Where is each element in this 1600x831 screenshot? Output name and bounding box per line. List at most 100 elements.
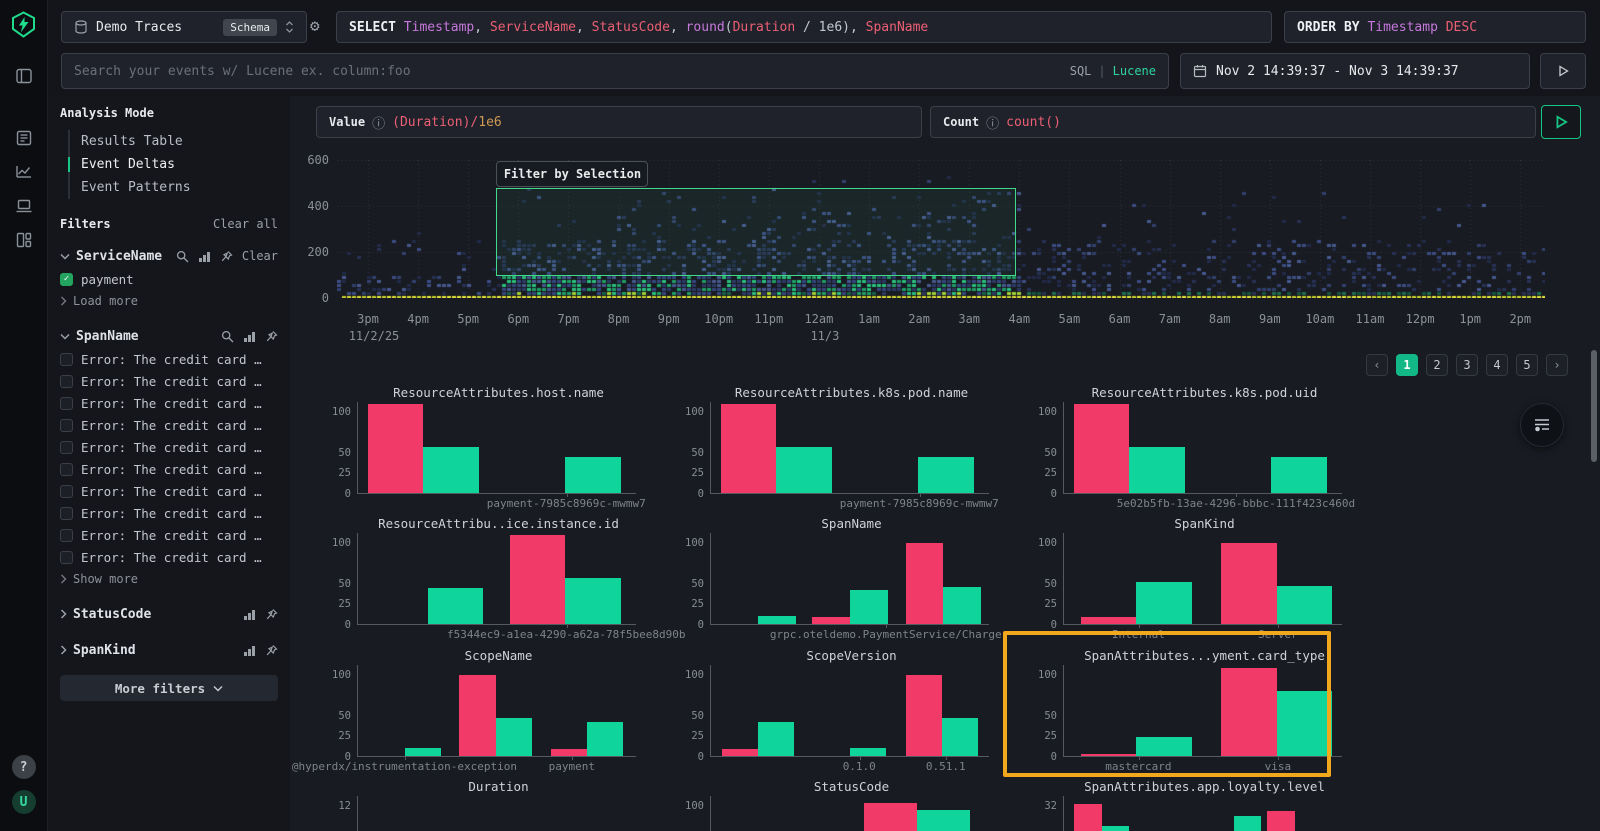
filter-group-header[interactable]: StatusCode <box>60 603 278 625</box>
more-filters-button[interactable]: More filters <box>60 675 278 701</box>
search-icon[interactable] <box>176 250 189 263</box>
delta-bar-pink[interactable] <box>1080 616 1137 624</box>
delta-bar-pink[interactable] <box>905 674 942 756</box>
pin-icon[interactable] <box>265 608 278 621</box>
help-button[interactable]: ? <box>11 755 36 779</box>
search-icon[interactable] <box>221 330 234 343</box>
delta-bar-green[interactable] <box>1129 446 1185 493</box>
search-logs-icon[interactable] <box>14 128 34 148</box>
delta-bar-green[interactable] <box>918 457 974 493</box>
clear-filter-link[interactable]: Clear <box>241 249 278 263</box>
delta-bar-green[interactable] <box>1276 585 1333 624</box>
chart-icon[interactable] <box>198 250 211 262</box>
orderby-input[interactable]: ORDER BY Timestamp DESC <box>1284 11 1586 43</box>
panel-toggle-icon[interactable] <box>14 66 34 86</box>
pagination-page[interactable]: 4 <box>1486 354 1508 376</box>
filter-item[interactable]: Error: The credit card … <box>60 393 278 413</box>
filter-by-selection-button[interactable]: Filter by Selection <box>496 160 649 187</box>
analysis-mode-item[interactable]: Event Deltas <box>68 153 278 176</box>
filter-item[interactable]: Error: The credit card … <box>60 525 278 545</box>
delta-bar-green[interactable] <box>758 615 796 624</box>
delta-bar-green[interactable] <box>758 721 795 756</box>
delta-bar-green[interactable] <box>423 446 479 493</box>
dashboards-icon[interactable] <box>14 230 34 250</box>
filter-item[interactable]: Error: The credit card … <box>60 547 278 567</box>
delta-bar-green[interactable] <box>427 588 484 624</box>
pin-icon[interactable] <box>220 250 233 263</box>
delta-bar-pink[interactable] <box>1221 542 1277 624</box>
delta-bar-pink[interactable] <box>812 616 850 624</box>
filter-group-header[interactable]: SpanKind <box>60 639 278 661</box>
heatmap-selection-rect[interactable] <box>496 187 1016 277</box>
filter-item[interactable]: Error: The credit card … <box>60 349 278 369</box>
filter-checkbox[interactable] <box>60 528 73 542</box>
daterange-picker[interactable]: Nov 2 14:39:37 - Nov 3 14:39:37 <box>1180 53 1530 89</box>
delta-bar-green[interactable] <box>850 747 887 756</box>
filter-checkbox[interactable] <box>60 396 73 410</box>
delta-bar-green[interactable] <box>495 717 532 756</box>
chart-settings-button[interactable] <box>1520 403 1564 447</box>
delta-bar-green[interactable] <box>943 586 981 624</box>
filter-item[interactable]: Error: The credit card … <box>60 415 278 435</box>
search-input[interactable]: Search your events w/ Lucene ex. column:… <box>61 53 1169 89</box>
pagination-next[interactable]: › <box>1546 354 1568 376</box>
chart-icon[interactable] <box>243 330 256 342</box>
source-selector[interactable]: Demo Traces Schema <box>61 11 307 43</box>
sessions-icon[interactable] <box>14 196 34 216</box>
delta-bar-pink[interactable] <box>720 403 777 493</box>
filter-item[interactable]: Error: The credit card … <box>60 503 278 523</box>
delta-bar-green[interactable] <box>405 747 442 756</box>
pagination-page[interactable]: 1 <box>1396 354 1418 376</box>
delta-bar-green[interactable] <box>1136 581 1192 624</box>
delta-bar-green[interactable] <box>587 721 624 756</box>
lang-lucene-toggle[interactable]: Lucene <box>1112 64 1156 78</box>
hyperdx-logo-icon[interactable] <box>10 11 37 38</box>
load-more-link[interactable]: Show more <box>60 569 278 589</box>
filter-checkbox[interactable] <box>60 418 73 432</box>
delta-bar-green[interactable] <box>850 589 888 624</box>
filter-group-header[interactable]: ServiceName Clear <box>60 245 278 267</box>
delta-bar-pink[interactable] <box>1073 803 1102 831</box>
delta-bar-green[interactable] <box>1136 736 1192 756</box>
delta-bar-pink[interactable] <box>722 748 759 756</box>
filter-group-header[interactable]: SpanName <box>60 325 278 347</box>
delta-bar-green[interactable] <box>565 457 621 493</box>
delta-bar-pink[interactable] <box>905 542 944 624</box>
chart-explorer-icon[interactable] <box>14 162 34 182</box>
clear-all-link[interactable]: Clear all <box>212 217 278 231</box>
delta-bar-pink[interactable] <box>367 403 424 493</box>
filter-checkbox[interactable] <box>60 484 73 498</box>
chart-icon[interactable] <box>243 644 256 656</box>
delta-bar-pink[interactable] <box>459 674 496 756</box>
filter-checkbox[interactable]: ✓ <box>60 272 73 286</box>
filter-item[interactable]: ✓ payment <box>60 269 278 289</box>
filter-item[interactable]: Error: The credit card … <box>60 459 278 479</box>
run-search-button[interactable] <box>1540 53 1586 89</box>
user-avatar[interactable]: U <box>11 790 36 814</box>
scrollbar-thumb[interactable] <box>1591 350 1597 462</box>
delta-bar-pink[interactable] <box>1266 811 1295 831</box>
delta-bar-green[interactable] <box>776 446 832 493</box>
select-query-input[interactable]: SELECT Timestamp, ServiceName, StatusCod… <box>336 11 1272 43</box>
delta-bar-pink[interactable] <box>1073 403 1130 493</box>
filter-checkbox[interactable] <box>60 374 73 388</box>
value-expression-input[interactable]: Value ⓘ (Duration)/1e6 <box>316 106 922 138</box>
delta-bar-green[interactable] <box>565 577 621 624</box>
filter-item[interactable]: Error: The credit card … <box>60 437 278 457</box>
pagination-prev[interactable]: ‹ <box>1366 354 1388 376</box>
delta-bar-green[interactable] <box>1233 816 1262 831</box>
pin-icon[interactable] <box>265 330 278 343</box>
pagination-page[interactable]: 5 <box>1516 354 1538 376</box>
delta-bar-pink[interactable] <box>863 803 917 831</box>
filter-checkbox[interactable] <box>60 550 73 564</box>
filter-checkbox[interactable] <box>60 440 73 454</box>
delta-bar-pink[interactable] <box>1221 668 1277 756</box>
load-more-link[interactable]: Load more <box>60 291 278 311</box>
delta-bar-pink[interactable] <box>551 748 588 756</box>
filter-item[interactable]: Error: The credit card … <box>60 371 278 391</box>
settings-gear-icon[interactable]: ⚙ <box>310 16 320 35</box>
delta-bar-green[interactable] <box>916 809 970 831</box>
delta-bar-green[interactable] <box>1276 691 1333 756</box>
pagination-page[interactable]: 2 <box>1426 354 1448 376</box>
filter-checkbox[interactable] <box>60 506 73 520</box>
